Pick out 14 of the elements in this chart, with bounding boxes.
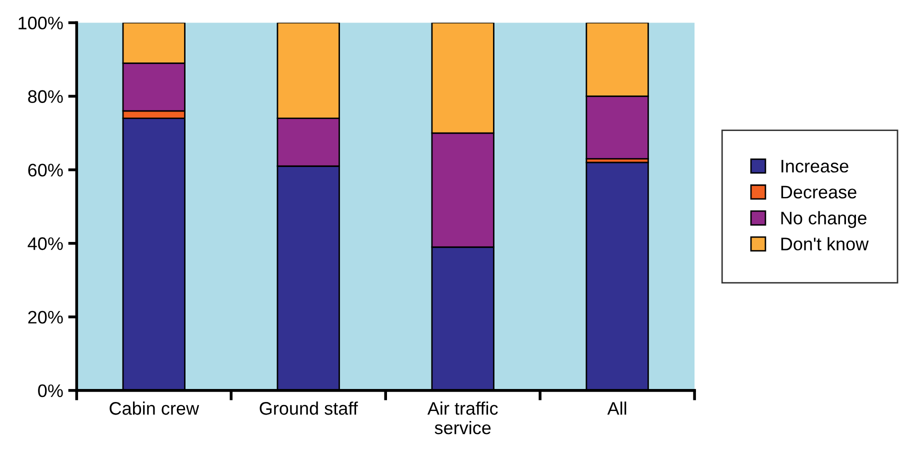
y-tick-label: 20% [28, 310, 63, 324]
y-tick-label: 0% [38, 384, 63, 398]
x-tick-label: Air traffic service [427, 402, 498, 434]
legend-label: No change [781, 211, 866, 228]
x-tick-label: All [607, 402, 626, 415]
legend-label: Decrease [781, 186, 856, 198]
legend-label: Don't know [781, 237, 869, 250]
y-tick-label: 40% [28, 237, 63, 250]
y-tick-label: 100% [18, 16, 63, 30]
y-tick-label: 80% [28, 90, 63, 103]
x-tick-label: Cabin crew [110, 402, 200, 415]
x-tick-label: Ground staff [260, 402, 358, 415]
legend-label: Increase [782, 160, 848, 173]
y-tick-label: 60% [28, 164, 63, 177]
